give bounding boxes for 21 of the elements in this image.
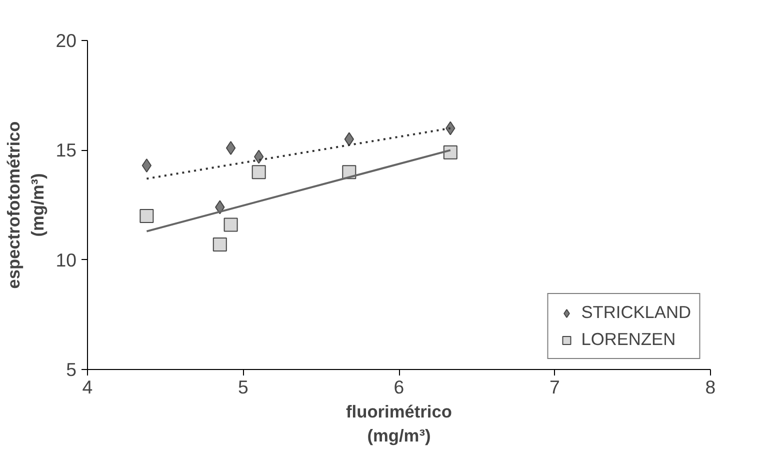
point <box>254 150 264 164</box>
x-tick-label: 8 <box>705 376 716 398</box>
point <box>443 145 458 160</box>
x-tick-label: 7 <box>550 376 560 398</box>
x-tick-label: 6 <box>394 376 404 398</box>
point <box>212 237 227 252</box>
x-axis-title: fluorimétrico (mg/m³) <box>346 402 452 446</box>
legend-label: LORENZEN <box>581 329 676 350</box>
point <box>142 158 152 173</box>
x-tick-label: 5 <box>238 376 248 398</box>
y-tick-label: 15 <box>56 140 77 161</box>
point <box>140 208 154 223</box>
x-tick-label: 4 <box>82 376 93 398</box>
y-tick-label: 20 <box>56 30 77 51</box>
legend-label: STRICKLAND <box>581 302 691 323</box>
y-tick-label: 5 <box>66 359 77 380</box>
y-axis-title: espectrofotométrico (mg/m³) <box>4 121 48 289</box>
point <box>224 218 238 232</box>
point <box>226 140 236 155</box>
point <box>252 165 266 180</box>
y-tick-label: 10 <box>56 249 77 270</box>
